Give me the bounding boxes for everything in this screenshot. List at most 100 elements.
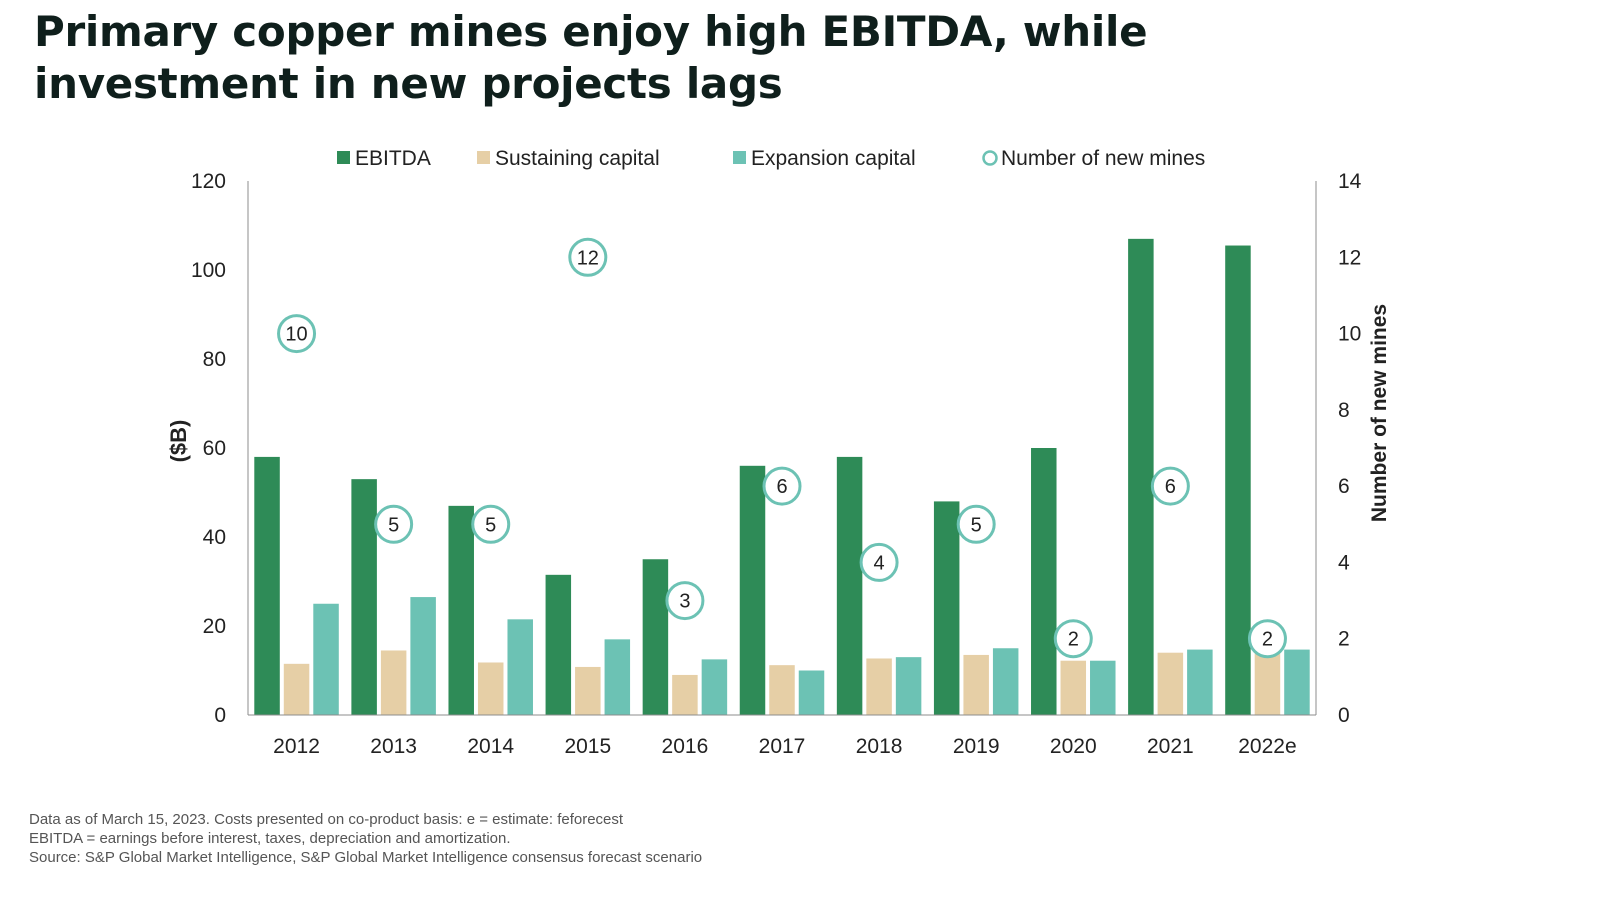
y-tick-label: 80 (203, 348, 226, 371)
x-axis-ticks: 2012 2013 2014 2015 2016 2017 2018 2019 2020 2021… (273, 735, 1296, 758)
new-mines-label: 6 (776, 476, 787, 498)
legend-swatch-expansion-capital (733, 151, 746, 164)
bar-expansion-capital (895, 657, 922, 715)
y2-tick-label: 2 (1338, 628, 1350, 651)
legend-swatch-sustaining-capital (477, 151, 490, 164)
y2-axis-label: Number of new mines (1368, 304, 1391, 522)
y-tick-label: 0 (214, 704, 226, 727)
bar-ebitda (1031, 448, 1057, 715)
bar-ebitda (739, 465, 766, 715)
left-axis-ticks: 0 20 40 60 80 100 120 (191, 170, 226, 727)
bar-ebitda (1225, 245, 1251, 715)
new-mines-marker (956, 504, 996, 544)
bar-expansion-capital (507, 619, 533, 715)
bar-ebitda (448, 505, 474, 715)
legend-swatch-ebitda (337, 151, 350, 164)
bar-expansion-capital (1284, 649, 1310, 715)
new-mines-marker (1053, 619, 1093, 659)
new-mines-marker (1150, 466, 1190, 506)
bar-expansion-capital (992, 648, 1019, 715)
bar-ebitda (1128, 238, 1154, 715)
new-mines-label: 5 (971, 514, 982, 536)
bar-sustaining-capital (1157, 652, 1184, 715)
y2-tick-label: 8 (1338, 399, 1350, 422)
bar-sustaining-capital (477, 662, 504, 715)
new-mines-markers: 10 5 5 12 3 6 4 5 2 6 2 (277, 237, 1287, 659)
x-tick-label: 2022e (1238, 735, 1296, 758)
bar-ebitda (545, 574, 572, 715)
y-tick-label: 120 (191, 170, 226, 193)
y2-tick-label: 10 (1338, 323, 1361, 346)
footnotes: Data as of March 15, 2023. Costs present… (29, 810, 1229, 867)
right-axis-ticks: 0 2 4 6 8 10 12 14 (1338, 170, 1362, 727)
new-mines-label: 4 (874, 552, 885, 574)
new-mines-marker (568, 237, 608, 277)
new-mines-marker (762, 466, 802, 506)
new-mines-label: 2 (1262, 629, 1273, 651)
bar-expansion-capital (1187, 649, 1213, 715)
bar-ebitda (933, 501, 960, 715)
bar-series (254, 238, 1310, 715)
x-tick-label: 2014 (467, 735, 514, 758)
new-mines-label: 6 (1165, 476, 1176, 498)
new-mines-marker (374, 504, 414, 544)
y-tick-label: 40 (203, 526, 226, 549)
x-tick-label: 2018 (856, 735, 903, 758)
x-tick-label: 2017 (759, 735, 806, 758)
bar-expansion-capital (604, 639, 631, 715)
bar-sustaining-capital (769, 665, 795, 715)
legend-label-expansion-capital: Expansion capital (751, 147, 916, 170)
y2-tick-label: 4 (1338, 551, 1350, 574)
bar-expansion-capital (410, 597, 436, 715)
footnote-data-date: Data as of March 15, 2023. Costs present… (29, 811, 624, 828)
x-tick-label: 2019 (953, 735, 1000, 758)
y-tick-label: 20 (203, 615, 226, 638)
new-mines-label: 2 (1068, 629, 1079, 651)
new-mines-marker (1247, 619, 1287, 659)
legend-label-number-of-new-mines: Number of new mines (1001, 147, 1205, 170)
bar-sustaining-capital (575, 666, 601, 715)
x-tick-label: 2020 (1050, 735, 1097, 758)
footnote-source: Source: S&P Global Market Intelligence, … (29, 849, 703, 866)
new-mines-marker (859, 542, 899, 582)
new-mines-marker (665, 581, 705, 621)
bar-sustaining-capital (963, 654, 989, 715)
bar-sustaining-capital (1254, 648, 1281, 715)
y-tick-label: 100 (191, 259, 226, 282)
y2-tick-label: 6 (1338, 475, 1350, 498)
y2-tick-label: 12 (1338, 246, 1361, 269)
bar-sustaining-capital (866, 658, 892, 715)
y2-tick-label: 0 (1338, 704, 1350, 727)
x-tick-label: 2016 (662, 735, 709, 758)
legend-label-sustaining-capital: Sustaining capital (495, 147, 660, 170)
bar-sustaining-capital (283, 663, 310, 715)
bar-ebitda (642, 559, 669, 715)
new-mines-label: 5 (388, 514, 399, 536)
legend-label-ebitda: EBITDA (355, 147, 431, 170)
bar-ebitda (351, 479, 377, 715)
y-axis-label: ($B) (166, 420, 191, 463)
bar-expansion-capital (798, 670, 825, 715)
x-tick-label: 2012 (273, 735, 320, 758)
bar-expansion-capital (1090, 660, 1116, 715)
x-tick-label: 2013 (370, 735, 417, 758)
bar-sustaining-capital (1060, 660, 1087, 715)
new-mines-label: 5 (485, 514, 496, 536)
bar-expansion-capital (701, 659, 728, 715)
new-mines-label: 12 (577, 247, 599, 269)
y2-tick-label: 14 (1338, 170, 1362, 193)
legend-swatch-number-of-new-mines (982, 150, 998, 166)
y-tick-label: 60 (203, 437, 226, 460)
chart-title: Primary copper mines enjoy high EBITDA, … (34, 7, 1148, 108)
bar-ebitda (836, 456, 863, 715)
bar-sustaining-capital (380, 650, 407, 715)
bar-expansion-capital (313, 603, 339, 715)
new-mines-label: 10 (285, 324, 307, 346)
bar-ebitda (254, 456, 280, 715)
bar-sustaining-capital (672, 674, 698, 715)
x-tick-label: 2015 (564, 735, 611, 758)
x-tick-label: 2021 (1147, 735, 1194, 758)
new-mines-marker (471, 504, 511, 544)
chart-legend: EBITDA Sustaining capital Expansion capita… (337, 147, 1205, 170)
